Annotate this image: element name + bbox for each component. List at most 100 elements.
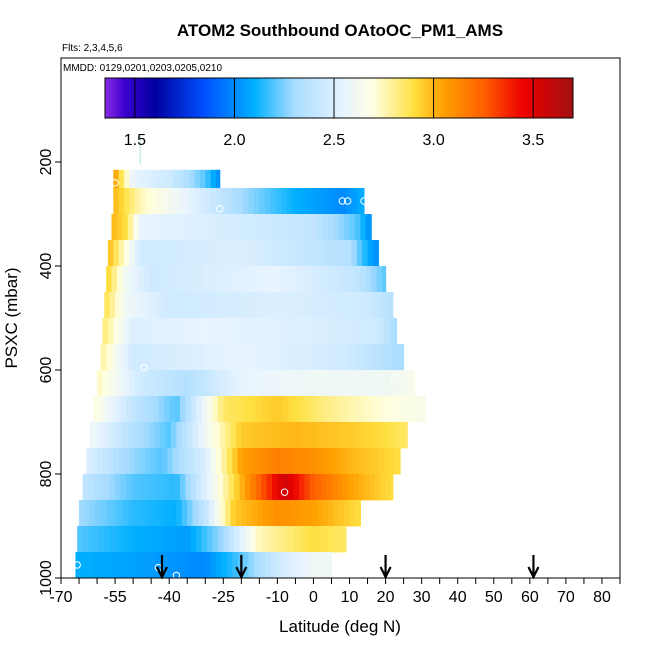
heat-cell (145, 552, 152, 579)
heat-cell (280, 370, 287, 397)
heat-cell (266, 396, 273, 423)
heat-cell (174, 396, 181, 423)
heat-cell (152, 526, 159, 553)
heat-cell (322, 214, 329, 241)
heat-cell (271, 292, 278, 319)
heat-cell (273, 422, 280, 449)
heat-cell (345, 318, 352, 345)
heat-cell (230, 422, 237, 449)
heat-cell (252, 266, 259, 293)
heat-cell (259, 188, 266, 215)
heat-cell (194, 370, 201, 397)
chart-title: ATOM2 Southbound OAtoOC_PM1_AMS (177, 21, 503, 40)
heat-cell (365, 344, 372, 371)
heat-cell (320, 526, 327, 553)
heat-cell (208, 500, 215, 527)
heat-cell (219, 214, 226, 241)
sample-circle (344, 197, 352, 205)
heat-cell (306, 214, 313, 241)
heat-cell (203, 266, 210, 293)
heat-cell (145, 240, 152, 267)
flight-arrow (155, 555, 168, 580)
heat-cell (290, 344, 297, 371)
heat-cell (304, 292, 311, 319)
heat-cell (291, 188, 298, 215)
heat-cell (129, 188, 136, 215)
heat-cell (257, 344, 264, 371)
heat-cell (290, 422, 297, 449)
heat-cell (145, 370, 152, 397)
heat-cell (374, 396, 381, 423)
heat-cell (158, 526, 165, 553)
heat-cell (174, 526, 181, 553)
heat-cell (167, 240, 174, 267)
heat-cell (326, 474, 333, 501)
heat-cell (304, 474, 311, 501)
heat-cell (279, 422, 286, 449)
heat-cell (367, 318, 374, 345)
heat-cell (100, 500, 107, 527)
heat-cell (216, 318, 223, 345)
heat-cell (297, 188, 304, 215)
heat-cell (264, 370, 271, 397)
heat-cell (380, 292, 387, 319)
heat-cell (149, 214, 156, 241)
heat-cell (270, 552, 277, 579)
x-tick-label: 20 (377, 589, 395, 606)
heat-cell (145, 448, 152, 475)
heat-cell (230, 500, 237, 527)
heat-cell (111, 344, 118, 371)
heat-cell (360, 344, 367, 371)
heat-cell (253, 552, 260, 579)
heat-cell (176, 214, 183, 241)
heat-cell (84, 500, 91, 527)
heat-cell (344, 422, 351, 449)
heat-cell (192, 500, 199, 527)
heat-cell (243, 370, 250, 397)
heat-cell (338, 214, 345, 241)
heat-cell (161, 448, 168, 475)
heat-cell (290, 500, 297, 527)
heat-cell (210, 169, 217, 197)
heat-cell (165, 214, 172, 241)
heat-cell (136, 292, 143, 319)
heat-cell (115, 292, 122, 319)
heat-cell (140, 552, 147, 579)
heat-cell (187, 344, 194, 371)
heat-cell (255, 526, 262, 553)
heat-row (93, 396, 426, 423)
heat-cell (140, 370, 147, 397)
heat-cell (207, 396, 214, 423)
heat-cell (122, 344, 129, 371)
heat-cell (241, 266, 248, 293)
heat-cell (127, 344, 134, 371)
heat-cell (216, 448, 223, 475)
heat-cell (342, 396, 349, 423)
heat-cell (264, 318, 271, 345)
heat-cell (311, 422, 318, 449)
colorbar-tick-label: 3.0 (422, 132, 444, 149)
heat-cell (125, 526, 132, 553)
heat-cell (342, 292, 349, 319)
heat-cell (356, 448, 363, 475)
heat-cell (291, 370, 298, 397)
heat-cell (333, 422, 340, 449)
heat-cell (309, 474, 316, 501)
heat-cell (367, 240, 374, 267)
heat-cell (207, 292, 214, 319)
heat-cell (138, 500, 145, 527)
heat-row (102, 318, 397, 345)
heat-cell (385, 474, 392, 501)
heat-cell (371, 422, 378, 449)
heat-cell (219, 344, 226, 371)
heat-cell (120, 292, 127, 319)
heat-cell (268, 266, 275, 293)
heat-cell (93, 474, 100, 501)
heat-cell (309, 396, 316, 423)
y-axis-label: PSXC (mbar) (2, 267, 21, 368)
heat-cell (351, 370, 358, 397)
heat-cell (93, 396, 100, 423)
heat-cell (221, 448, 228, 475)
heat-cell (372, 318, 379, 345)
heat-cell (199, 448, 206, 475)
